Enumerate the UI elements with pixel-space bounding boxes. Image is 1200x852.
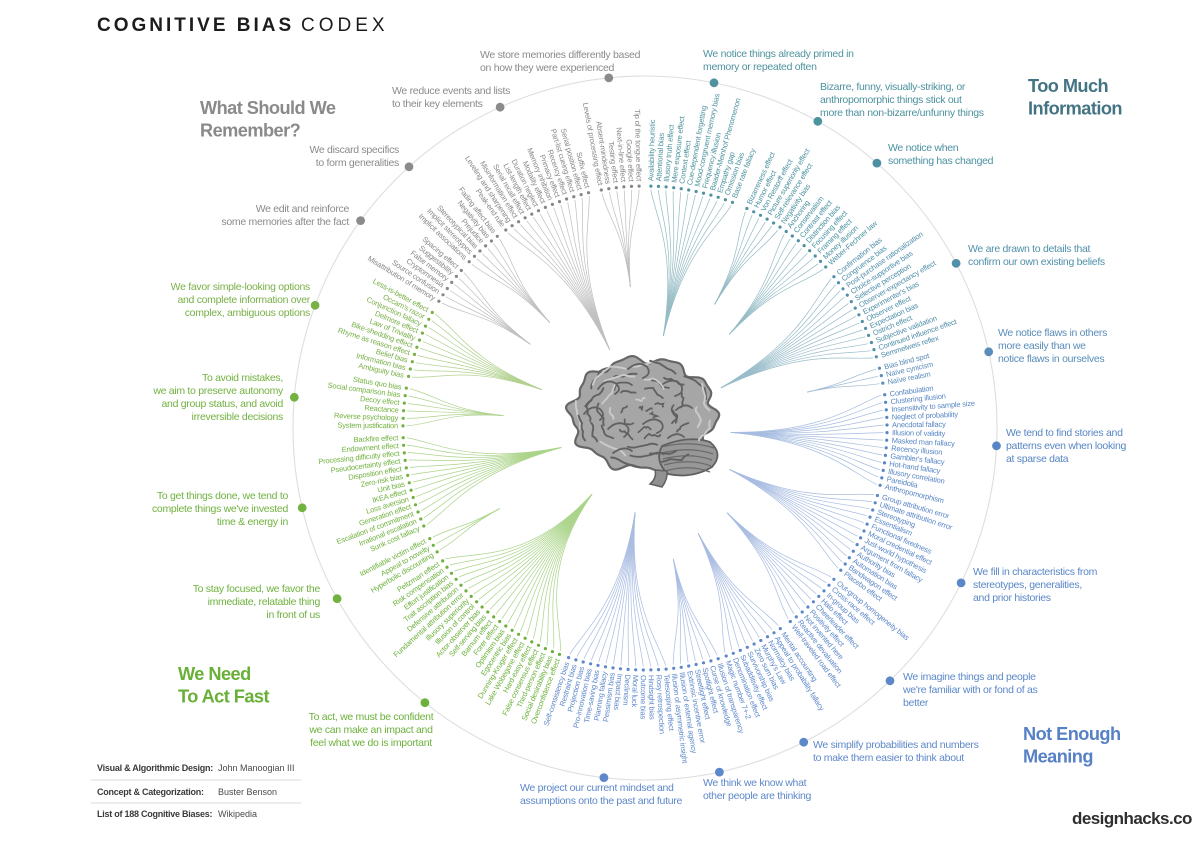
svg-text:CODEX: CODEX xyxy=(301,15,389,36)
svg-text:Endowment effect: Endowment effect xyxy=(341,441,400,454)
svg-text:We notice things already prime: We notice things already primed in memory… xyxy=(703,48,854,73)
svg-text:We project our current mindset: We project our current mindset and assump… xyxy=(520,782,682,807)
svg-text:Backfire effect: Backfire effect xyxy=(353,433,399,444)
svg-text:System justification: System justification xyxy=(337,421,398,431)
svg-text:Moral luck: Moral luck xyxy=(630,675,640,708)
svg-text:Neglect of probability: Neglect of probability xyxy=(892,410,959,422)
svg-text:Outcome bias: Outcome bias xyxy=(639,675,648,720)
svg-text:Masked man fallacy: Masked man fallacy xyxy=(891,436,955,448)
svg-text:We favor simple-looking option: We favor simple-looking options and compl… xyxy=(171,281,311,319)
svg-text:Recency illusion: Recency illusion xyxy=(891,444,943,457)
svg-text:Visual & Algorithmic Design:: Visual & Algorithmic Design: xyxy=(97,763,213,773)
svg-text:To stay focused, we favor thei: To stay focused, we favor the immediate, … xyxy=(193,583,321,621)
svg-text:COGNITIVE BIAS: COGNITIVE BIAS xyxy=(97,15,294,36)
svg-text:Tip of the tongue effect: Tip of the tongue effect xyxy=(633,109,644,182)
svg-text:Illusion of validity: Illusion of validity xyxy=(892,428,946,438)
svg-text:designhacks.co: designhacks.co xyxy=(1072,809,1192,828)
svg-text:We fill in characteristics fro: We fill in characteristics from stereotyp… xyxy=(973,566,1098,604)
svg-text:Declinism: Declinism xyxy=(621,674,632,705)
svg-text:Availability heuristic: Availability heuristic xyxy=(646,119,657,181)
svg-text:Hindsight bias: Hindsight bias xyxy=(647,675,657,720)
svg-text:Impact bias: Impact bias xyxy=(612,673,625,711)
svg-text:Decoy effect: Decoy effect xyxy=(360,394,401,407)
svg-text:Wikipedia: Wikipedia xyxy=(218,809,257,819)
svg-text:To get things done, we tend to: To get things done, we tend to complete t… xyxy=(152,490,288,528)
svg-text:John Manoogian III: John Manoogian III xyxy=(218,763,295,773)
svg-text:Google effect: Google effect xyxy=(624,139,635,183)
svg-text:Bizarre, funny, visually-strik: Bizarre, funny, visually-striking, or ant… xyxy=(820,81,984,119)
svg-text:Buster Benson: Buster Benson xyxy=(218,787,277,797)
svg-text:Reverse psychology: Reverse psychology xyxy=(334,411,399,423)
svg-text:List of 188 Cognitive Biases:: List of 188 Cognitive Biases: xyxy=(97,809,213,819)
svg-text:We simplify probabilities and: We simplify probabilities and numbers to … xyxy=(813,739,979,764)
svg-text:Reactance: Reactance xyxy=(364,403,399,414)
svg-text:To avoid mistakes,we aim to pr: To avoid mistakes, we aim to preserve aut… xyxy=(152,372,284,423)
svg-text:Attentional bias: Attentional bias xyxy=(654,132,666,181)
svg-text:Rosy retrospection: Rosy retrospection xyxy=(654,674,666,734)
svg-text:We store memories differently: We store memories differently based on ho… xyxy=(480,49,641,74)
svg-text:Anecdotal fallacy: Anecdotal fallacy xyxy=(892,420,946,430)
svg-text:Concept & Categorization:: Concept & Categorization: xyxy=(97,787,204,797)
